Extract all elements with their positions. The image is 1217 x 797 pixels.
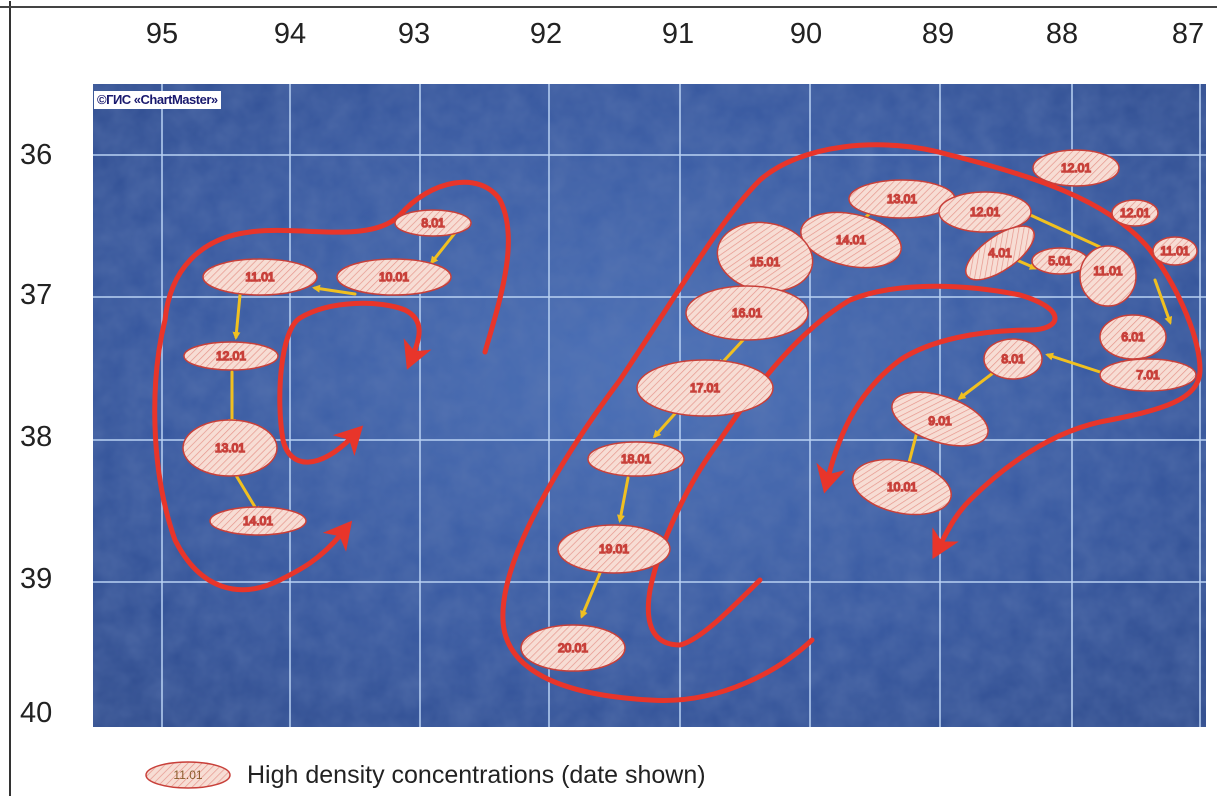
concentration-12-01-ne: 12.01 <box>1032 149 1120 187</box>
concentration-4-01: 4.01 <box>965 225 1035 281</box>
svg-text:20.01: 20.01 <box>558 641 588 655</box>
latitude-label: 39 <box>20 563 53 595</box>
longitude-label: 94 <box>273 18 307 50</box>
latitude-label: 38 <box>20 421 53 453</box>
satellite-map: 8.01 10.01 11.01 12.01 13.01 <box>93 84 1206 727</box>
svg-text:18.01: 18.01 <box>621 452 651 466</box>
concentration-5-01: 5.01 <box>1031 247 1089 275</box>
legend-text: High density concentrations (date shown) <box>247 760 706 789</box>
concentration-9-01: 9.01 <box>891 391 989 447</box>
svg-text:12.01: 12.01 <box>216 349 246 363</box>
svg-text:17.01: 17.01 <box>690 381 720 395</box>
concentration-14-01-east: 14.01 <box>800 211 902 269</box>
svg-text:12.01: 12.01 <box>1120 206 1150 220</box>
svg-text:13.01: 13.01 <box>215 441 245 455</box>
concentration-12-01-east: 12.01 <box>938 191 1032 233</box>
longitude-label: 88 <box>1045 18 1079 50</box>
concentration-11-01-east: 11.01 <box>1079 245 1137 307</box>
longitude-label: 92 <box>529 18 563 50</box>
concentration-6-01: 6.01 <box>1099 314 1167 360</box>
svg-text:11.01: 11.01 <box>1160 244 1189 258</box>
west-loop-inner-lower <box>277 315 364 465</box>
svg-text:8.01: 8.01 <box>421 216 445 230</box>
svg-text:11.01: 11.01 <box>1093 264 1122 278</box>
longitude-label: 89 <box>921 18 955 50</box>
flow-contours <box>152 142 1203 703</box>
svg-text:10.01: 10.01 <box>379 270 409 284</box>
concentration-19-01: 19.01 <box>557 524 671 574</box>
legend-swatch: 11.01 <box>145 761 231 789</box>
svg-text:12.01: 12.01 <box>1061 161 1091 175</box>
legend-swatch-label: 11.01 <box>173 768 202 782</box>
concentration-11-01-west: 11.01 <box>202 258 318 296</box>
latitude-label: 36 <box>20 139 53 171</box>
svg-text:7.01: 7.01 <box>1136 368 1160 382</box>
longitude-label: 90 <box>789 18 823 50</box>
longitude-label: 91 <box>661 18 695 50</box>
longitude-label: 87 <box>1171 18 1205 50</box>
svg-text:9.01: 9.01 <box>928 414 952 428</box>
longitude-label: 93 <box>397 18 431 50</box>
svg-text:14.01: 14.01 <box>243 514 273 528</box>
svg-text:19.01: 19.01 <box>599 542 629 556</box>
longitude-label: 95 <box>145 18 179 50</box>
svg-text:11.01: 11.01 <box>245 270 274 284</box>
concentration-17-01: 17.01 <box>636 359 774 417</box>
east-loop-inner <box>645 283 1058 648</box>
concentration-13-01-west: 13.01 <box>182 419 278 477</box>
svg-text:12.01: 12.01 <box>970 205 1000 219</box>
svg-text:4.01: 4.01 <box>988 246 1012 260</box>
svg-text:10.01: 10.01 <box>887 480 917 494</box>
concentration-10-01-west: 10.01 <box>336 258 452 296</box>
latitude-label: 37 <box>20 279 53 311</box>
concentration-18-01-upper: 18.01 <box>587 441 685 477</box>
svg-text:16.01: 16.01 <box>732 306 762 320</box>
concentration-12-01-west: 12.01 <box>183 341 279 371</box>
svg-text:5.01: 5.01 <box>1048 254 1072 268</box>
concentration-15-01: 15.01 <box>716 221 814 293</box>
west-loop-inner-upper <box>297 300 432 370</box>
concentration-8-01-east: 8.01 <box>983 338 1043 380</box>
concentration-11-01-east-edge: 11.01 <box>1152 236 1198 266</box>
svg-text:8.01: 8.01 <box>1001 352 1025 366</box>
concentration-20-01: 20.01 <box>520 624 626 672</box>
map-watermark: ©ГИС «ChartMaster» <box>94 91 221 109</box>
svg-text:15.01: 15.01 <box>750 255 780 269</box>
concentration-10-01-east: 10.01 <box>852 458 952 516</box>
svg-text:13.01: 13.01 <box>887 192 917 206</box>
concentration-12-01-east-small: 12.01 <box>1111 199 1159 227</box>
svg-text:6.01: 6.01 <box>1121 330 1145 344</box>
east-loop-outer <box>500 142 1203 703</box>
concentration-14-01-west: 14.01 <box>209 506 307 536</box>
legend: 11.01 High density concentrations (date … <box>143 758 706 792</box>
latitude-label: 40 <box>20 697 53 729</box>
concentration-8-01-west: 8.01 <box>394 209 472 237</box>
concentration-7-01: 7.01 <box>1099 358 1197 392</box>
svg-text:14.01: 14.01 <box>836 233 866 247</box>
west-loop-outer <box>152 179 511 593</box>
concentration-16-01: 16.01 <box>685 285 809 341</box>
